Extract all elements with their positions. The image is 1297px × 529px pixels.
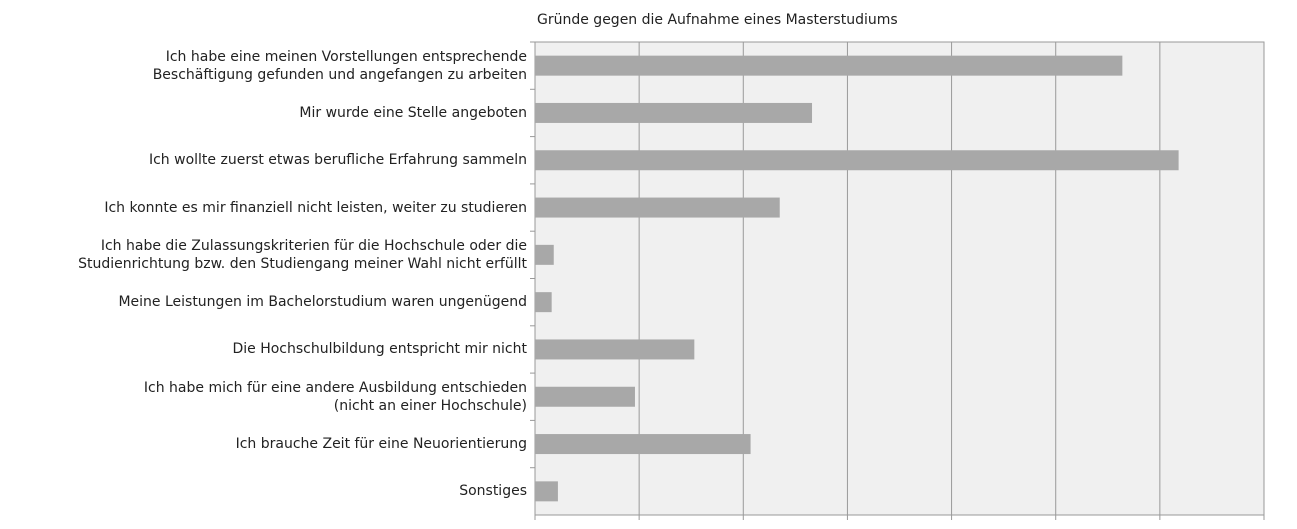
bar	[535, 481, 558, 502]
bar	[535, 434, 751, 455]
chart-title: Gründe gegen die Aufnahme eines Masterst…	[537, 12, 898, 28]
bar	[535, 197, 780, 218]
y-tick-label: Ich habe eine meinen Vorstellungen entsp…	[152, 48, 527, 83]
y-tick-label: Mir wurde eine Stelle angeboten	[299, 104, 527, 121]
y-tick-label: Ich habe mich für eine andere Ausbildung…	[143, 379, 527, 414]
y-tick-label: Ich habe die Zulassungskriterien für die…	[78, 237, 527, 272]
y-tick-label: Die Hochschulbildung entspricht mir nich…	[232, 341, 527, 358]
bar	[535, 386, 635, 407]
bar	[535, 244, 554, 265]
y-tick-label: Meine Leistungen im Bachelorstudium ware…	[118, 294, 527, 311]
bar	[535, 339, 695, 360]
bar	[535, 292, 552, 313]
bar	[535, 150, 1179, 171]
bar	[535, 102, 813, 123]
bar	[535, 55, 1123, 76]
y-tick-label: Ich brauche Zeit für eine Neuorientierun…	[235, 436, 527, 453]
y-tick-label: Ich konnte es mir finanziell nicht leist…	[104, 199, 527, 216]
y-tick-label: Ich wollte zuerst etwas berufliche Erfah…	[148, 152, 527, 169]
y-tick-label: Sonstiges	[459, 483, 527, 500]
